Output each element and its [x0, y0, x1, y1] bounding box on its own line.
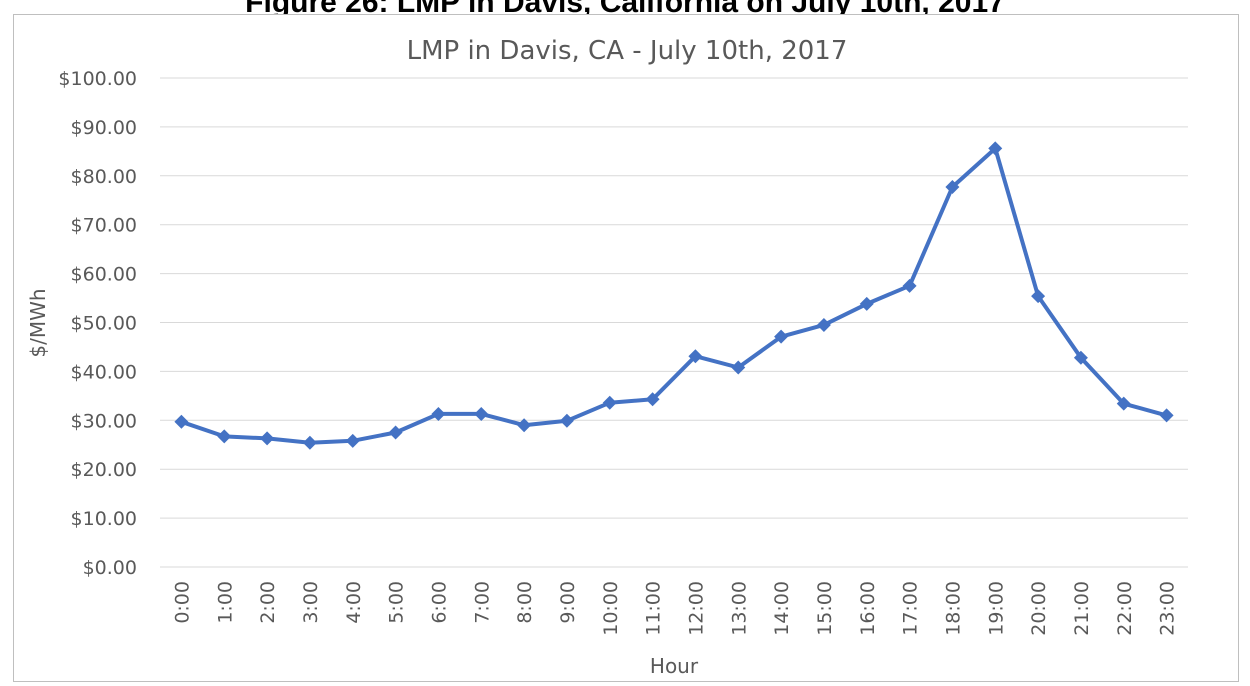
- line-chart: $0.00 $10.00 $20.00 $30.00 $40.00 $50.00 $60.0…: [26, 36, 1188, 678]
- data-point: [1116, 396, 1131, 411]
- x-tick-label: 17:00: [900, 581, 922, 636]
- x-tick-label: 9:00: [557, 581, 579, 624]
- data-point: [731, 360, 746, 375]
- x-tick-label: 3:00: [300, 581, 322, 624]
- x-tick-label: 5:00: [386, 581, 408, 624]
- x-tick-label: 4:00: [343, 581, 365, 624]
- data-point: [859, 296, 874, 311]
- data-point: [1159, 408, 1174, 423]
- data-point: [302, 435, 317, 450]
- data-point: [217, 429, 232, 444]
- y-tick-label: $40.00: [71, 361, 137, 383]
- x-tick-label: 23:00: [1157, 581, 1179, 636]
- x-tick-label: 12:00: [685, 581, 707, 636]
- data-point: [474, 406, 489, 421]
- data-point: [774, 329, 789, 344]
- y-tick-label: $80.00: [71, 166, 137, 188]
- chart-area: $0.00 $10.00 $20.00 $30.00 $40.00 $50.00 $60.0…: [13, 14, 1239, 682]
- x-tick-label: 18:00: [942, 581, 964, 636]
- chart-title: LMP in Davis, CA - July 10th, 2017: [407, 36, 848, 66]
- y-tick-label: $10.00: [71, 508, 137, 530]
- y-tick-label: $20.00: [71, 459, 137, 481]
- data-point: [602, 395, 617, 410]
- data-point: [988, 141, 1003, 156]
- data-point: [645, 392, 660, 407]
- data-point: [260, 431, 275, 446]
- data-point: [388, 425, 403, 440]
- data-point: [345, 433, 360, 448]
- x-tick-label: 7:00: [471, 581, 493, 624]
- y-axis-label: $/MWh: [26, 288, 50, 357]
- y-tick-label: $100.00: [58, 68, 137, 90]
- data-point: [431, 406, 446, 421]
- x-tick-label: 16:00: [857, 581, 879, 636]
- data-point: [945, 180, 960, 195]
- x-tick-label: 10:00: [600, 581, 622, 636]
- data-point: [688, 349, 703, 364]
- y-tick-label: $60.00: [71, 264, 137, 286]
- data-point: [1073, 350, 1088, 365]
- x-tick-label: 13:00: [728, 581, 750, 636]
- y-tick-label: $30.00: [71, 410, 137, 432]
- x-tick-label: 19:00: [985, 581, 1007, 636]
- data-point: [816, 317, 831, 332]
- x-tick-label: 20:00: [1028, 581, 1050, 636]
- data-point: [1031, 289, 1046, 304]
- x-tick-label: 0:00: [171, 581, 193, 624]
- x-tick-label: 6:00: [428, 581, 450, 624]
- data-point: [174, 414, 189, 429]
- x-axis-label: Hour: [650, 654, 699, 678]
- x-tick-label: 1:00: [214, 581, 236, 624]
- data-point: [902, 278, 917, 293]
- x-tick-label: 15:00: [814, 581, 836, 636]
- x-tick-label: 22:00: [1114, 581, 1136, 636]
- y-tick-label: $70.00: [71, 215, 137, 237]
- data-point: [517, 418, 532, 433]
- y-tick-label: $0.00: [83, 557, 137, 579]
- x-tick-label: 11:00: [643, 581, 665, 636]
- y-tick-label: $50.00: [71, 313, 137, 335]
- x-tick-label: 8:00: [514, 581, 536, 624]
- data-point: [559, 413, 574, 428]
- y-tick-label: $90.00: [71, 117, 137, 139]
- x-tick-label: 2:00: [257, 581, 279, 624]
- x-tick-label: 14:00: [771, 581, 793, 636]
- series-line: [179, 146, 1169, 445]
- x-tick-label: 21:00: [1071, 581, 1093, 636]
